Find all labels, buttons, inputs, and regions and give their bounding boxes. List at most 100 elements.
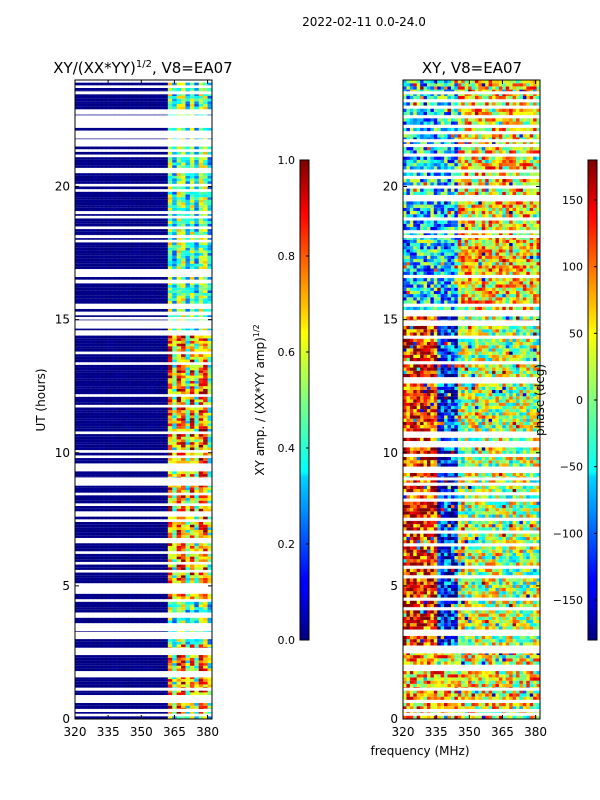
amplitude-heatmap-cell [105,298,111,301]
amplitude-heatmap-cell [110,436,116,440]
amplitude-heatmap-cell [154,165,160,168]
amplitude-heatmap-cell [83,471,89,475]
amplitude-heatmap-cell [75,250,80,254]
amplitude-heatmap-cell [203,266,209,270]
amplitude-heatmap-cell [123,436,129,440]
amplitude-heatmap-cell [97,354,103,357]
amplitude-heatmap-cell [207,202,213,206]
amplitude-heatmap-cell [185,703,191,706]
amplitude-heatmap-cell [119,679,125,682]
amplitude-heatmap-cell [119,237,125,240]
amplitude-heatmap-cell [97,295,103,299]
amplitude-heatmap-cell [132,151,138,155]
amplitude-heatmap-cell [136,577,142,581]
amplitude-heatmap-cell [119,293,125,296]
amplitude-heatmap-cell [158,205,164,208]
amplitude-heatmap-cell [207,335,213,339]
amplitude-heatmap-cell [185,471,191,475]
amplitude-heatmap-cell [97,692,103,696]
amplitude-heatmap-cell [167,567,173,570]
amplitude-heatmap-cell [172,162,178,166]
amplitude-heatmap-cell [132,378,138,381]
amplitude-heatmap-cell [145,684,151,688]
amplitude-heatmap-cell [119,396,125,400]
amplitude-heatmap-cell [207,372,213,376]
amplitude-heatmap-cell [79,657,85,661]
amplitude-heatmap-cell [194,521,200,525]
amplitude-heatmap-cell [207,703,213,706]
amplitude-heatmap-cell [150,282,156,286]
amplitude-heatmap-cell [83,644,89,648]
amplitude-heatmap-cell [154,293,160,296]
amplitude-heatmap-cell [75,508,80,512]
amplitude-heatmap-cell [92,577,98,581]
amplitude-heatmap-cell [154,127,160,131]
amplitude-heatmap-cell [128,593,133,597]
amplitude-heatmap-cell [97,388,103,392]
amplitude-heatmap-cell [163,567,169,570]
amplitude-heatmap-cell [114,426,120,429]
amplitude-heatmap-cell [92,370,98,373]
amplitude-heatmap-cell [176,575,182,578]
amplitude-heatmap-cell [88,127,94,131]
amplitude-heatmap-cell [101,327,107,331]
amplitude-heatmap-cell [198,564,204,568]
amplitude-heatmap-cell [92,285,98,288]
amplitude-heatmap-cell [83,529,89,533]
amplitude-heatmap-cell [105,601,111,605]
amplitude-heatmap-cell [132,705,138,709]
amplitude-heatmap-cell [132,391,138,395]
amplitude-heatmap-cell [207,644,213,648]
amplitude-heatmap-cell [207,444,213,448]
amplitude-heatmap-cell [181,285,186,288]
amplitude-heatmap-cell [181,487,186,491]
amplitude-heatmap-cell [123,452,129,456]
amplitude-heatmap-cell [141,529,147,533]
amplitude-heatmap-cell [97,604,103,608]
amplitude-heatmap-cell [132,412,138,416]
amplitude-heatmap-cell [189,343,195,347]
amplitude-heatmap-cell [105,157,111,160]
amplitude-heatmap-cell [79,593,85,597]
amplitude-heatmap-cell [79,460,85,464]
amplitude-heatmap-cell [92,490,98,493]
amplitude-heatmap-cell [132,644,138,648]
amplitude-heatmap-cell [136,231,142,235]
amplitude-heatmap-cell [172,689,178,693]
amplitude-heatmap-cell [75,295,80,299]
amplitude-heatmap-cell [83,434,89,437]
amplitude-heatmap-cell [163,146,169,150]
amplitude-heatmap-cell [158,529,164,533]
amplitude-heatmap-cell [88,327,94,331]
amplitude-heatmap-cell [172,399,178,403]
amplitude-heatmap-cell [83,410,89,413]
amplitude-heatmap-cell [97,399,103,403]
amplitude-heatmap-cell [97,415,103,419]
amplitude-heatmap-cell [114,471,120,475]
amplitude-heatmap-cell [189,367,195,371]
amplitude-heatmap-cell [110,681,116,685]
amplitude-heatmap-cell [207,356,213,360]
amplitude-heatmap-cell [207,567,213,570]
amplitude-heatmap-cell [136,402,142,405]
amplitude-heatmap-cell [176,657,182,661]
amplitude-heatmap-cell [92,639,98,642]
amplitude-heatmap-cell [189,535,195,538]
amplitude-heatmap-cell [105,282,111,286]
amplitude-heatmap-cell [167,197,173,200]
amplitude-heatmap-cell [128,253,133,256]
amplitude-heatmap-cell [79,577,85,581]
amplitude-heatmap-cell [163,532,169,536]
amplitude-heatmap-cell [163,245,169,248]
amplitude-heatmap-cell [181,452,186,456]
amplitude-heatmap-cell [92,346,98,349]
amplitude-heatmap-cell [150,375,156,379]
amplitude-heatmap-cell [128,575,133,578]
amplitude-heatmap-cell [101,564,107,568]
amplitude-heatmap-cell [145,197,151,200]
amplitude-heatmap-cell [181,229,186,232]
amplitude-heatmap-cell [158,580,164,584]
amplitude-heatmap-cell [181,253,186,256]
amplitude-heatmap-cell [128,444,133,448]
amplitude-heatmap-cell [167,545,173,549]
